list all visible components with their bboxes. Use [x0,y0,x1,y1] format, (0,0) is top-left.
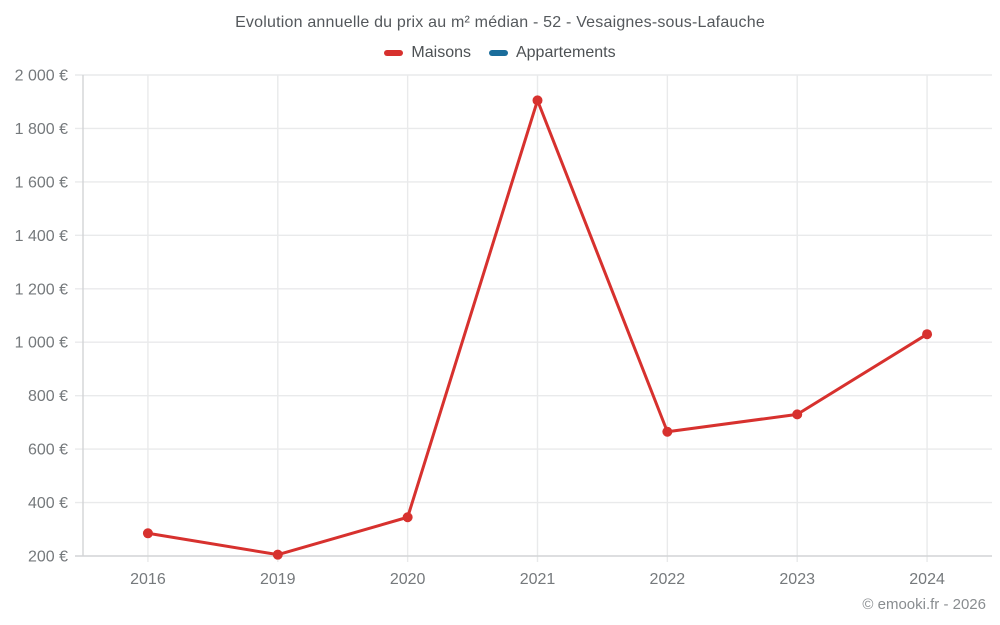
data-point [272,549,283,560]
appartements-swatch-icon [488,50,508,56]
data-point [532,95,543,106]
legend-item-appartements[interactable]: Appartements [488,44,616,62]
x-axis-tick-label: 2023 [779,571,815,588]
y-axis-tick-label: 1 600 € [15,174,68,191]
data-point [142,528,153,539]
y-axis-tick-label: 2 000 € [15,68,68,85]
x-axis-tick-label: 2021 [520,571,556,588]
data-point [922,329,933,340]
chart-title: Evolution annuelle du prix au m² médian … [235,14,765,31]
x-axis-tick-label: 2024 [909,571,945,588]
data-point [792,409,803,420]
chart-legend: Maisons Appartements [0,44,1000,62]
x-axis-tick-label: 2019 [260,571,296,588]
maisons-swatch-icon [384,50,404,56]
y-axis-tick-label: 800 € [28,388,68,405]
legend-label-maisons: Maisons [411,44,471,61]
y-axis-tick-label: 200 € [28,549,68,566]
y-axis-tick-label: 1 800 € [15,121,68,138]
copyright-text: © emooki.fr - 2026 [862,596,986,613]
x-axis-tick-label: 2016 [130,571,166,588]
x-axis-tick-label: 2020 [390,571,426,588]
y-axis-tick-label: 400 € [28,495,68,512]
y-axis-tick-label: 600 € [28,442,68,459]
legend-item-maisons[interactable]: Maisons [384,44,471,62]
x-axis-tick-label: 2022 [650,571,686,588]
y-axis-tick-label: 1 200 € [15,281,68,298]
y-axis-tick-label: 1 400 € [15,228,68,245]
data-point [402,512,413,523]
y-axis-tick-label: 1 000 € [15,335,68,352]
legend-label-appartements: Appartements [515,44,616,61]
data-point [662,426,673,437]
